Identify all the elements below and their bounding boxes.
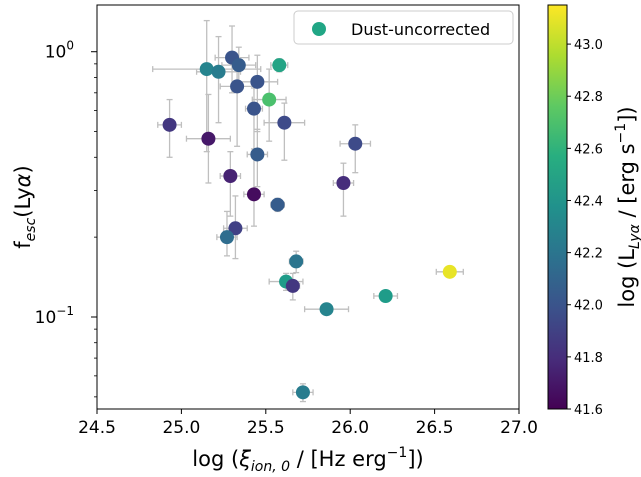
legend: Dust-uncorrected <box>293 10 514 45</box>
data-point <box>378 288 393 303</box>
colorbar-label: log (LLyα / [erg s−1]) <box>613 106 641 307</box>
y-tick-label: 100 <box>45 39 74 63</box>
data-point <box>285 278 300 293</box>
x-tick-label: 25.0 <box>162 418 200 438</box>
plot-frame <box>96 4 520 410</box>
legend-box <box>293 10 514 45</box>
x-tick-label: 26.0 <box>331 418 369 438</box>
y-axis-label: fesc(Lyα) <box>11 165 39 248</box>
data-point <box>231 58 246 73</box>
colorbar-tick-label: 42.4 <box>574 194 603 209</box>
x-axis-label: log (ξion, 0 / [Hz erg−1]) <box>192 445 423 475</box>
data-point <box>277 115 292 130</box>
x-axis-ticks: 24.5 25.0 25.5 26.0 26.5 27.0 <box>78 409 538 438</box>
colorbar-tick-label: 42.0 <box>574 299 603 314</box>
data-point <box>250 147 265 162</box>
colorbar-tick-label: 42.6 <box>574 142 603 157</box>
data-point <box>230 79 245 94</box>
data-point <box>319 302 334 317</box>
legend-label: Dust-uncorrected <box>351 20 490 39</box>
x-tick-label: 25.5 <box>247 418 285 438</box>
x-tick-label: 26.5 <box>416 418 454 438</box>
y-tick-label: 10−1 <box>35 304 74 328</box>
data-point <box>270 197 285 212</box>
data-point <box>223 169 238 184</box>
data-point <box>272 58 287 73</box>
data-point <box>201 131 216 146</box>
data-point <box>348 136 363 151</box>
data-point <box>199 62 214 77</box>
data-point <box>246 187 261 202</box>
x-tick-label: 27.0 <box>500 418 538 438</box>
colorbar-tick-label: 42.2 <box>574 247 603 262</box>
data-point <box>219 230 234 245</box>
y-axis-ticks: 10−1 100 <box>35 39 97 398</box>
colorbar-tick-label: 43.0 <box>574 38 603 53</box>
colorbar-tick-label: 42.8 <box>574 90 603 105</box>
data-point <box>250 74 265 89</box>
data-point <box>211 64 226 79</box>
colorbar <box>547 4 568 410</box>
x-tick-label: 24.5 <box>78 418 116 438</box>
colorbar-ticks: 41.6 41.8 42.0 42.2 42.4 42.6 42.8 43.0 <box>567 38 603 418</box>
data-point <box>162 117 177 132</box>
colorbar-tick-label: 41.8 <box>574 351 603 366</box>
data-points <box>162 50 457 400</box>
plot-area <box>97 5 519 409</box>
data-point <box>246 101 261 116</box>
data-point <box>295 385 310 400</box>
legend-marker <box>312 22 326 36</box>
data-point <box>289 254 304 269</box>
data-point <box>442 264 457 279</box>
data-point <box>228 221 243 236</box>
data-point <box>262 92 277 107</box>
colorbar-tick-label: 41.6 <box>574 403 603 418</box>
data-point <box>336 175 351 190</box>
